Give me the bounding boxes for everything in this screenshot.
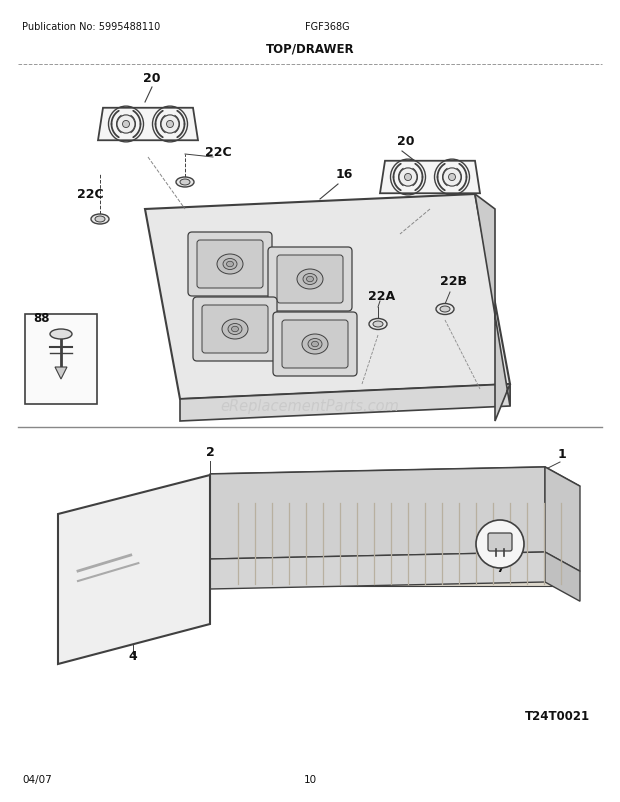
Ellipse shape xyxy=(436,304,454,315)
Text: 04/07: 04/07 xyxy=(22,774,51,784)
FancyBboxPatch shape xyxy=(188,233,272,297)
FancyBboxPatch shape xyxy=(202,306,268,354)
Text: 1: 1 xyxy=(558,448,567,460)
Text: eReplacementParts.com: eReplacementParts.com xyxy=(221,399,399,414)
Ellipse shape xyxy=(399,168,417,187)
Polygon shape xyxy=(58,476,210,664)
Polygon shape xyxy=(475,195,510,422)
Polygon shape xyxy=(545,468,580,572)
Ellipse shape xyxy=(311,342,319,347)
Ellipse shape xyxy=(95,217,105,223)
Ellipse shape xyxy=(117,115,135,134)
Polygon shape xyxy=(210,553,545,589)
Ellipse shape xyxy=(443,168,461,187)
Polygon shape xyxy=(210,468,545,559)
Ellipse shape xyxy=(308,339,322,350)
Text: Publication No: 5995488110: Publication No: 5995488110 xyxy=(22,22,160,32)
FancyBboxPatch shape xyxy=(193,298,277,362)
FancyBboxPatch shape xyxy=(488,533,512,551)
Text: 4: 4 xyxy=(128,649,138,662)
FancyBboxPatch shape xyxy=(25,314,97,404)
Polygon shape xyxy=(180,384,510,422)
Ellipse shape xyxy=(91,215,109,225)
Polygon shape xyxy=(380,161,480,194)
Polygon shape xyxy=(55,367,67,379)
Ellipse shape xyxy=(176,178,194,188)
Polygon shape xyxy=(210,475,245,586)
FancyBboxPatch shape xyxy=(277,256,343,304)
FancyBboxPatch shape xyxy=(197,241,263,289)
Text: TOP/DRAWER: TOP/DRAWER xyxy=(266,43,354,56)
Ellipse shape xyxy=(302,334,328,354)
Ellipse shape xyxy=(306,277,314,282)
Ellipse shape xyxy=(167,121,174,128)
Ellipse shape xyxy=(404,174,412,181)
Ellipse shape xyxy=(226,262,234,267)
Ellipse shape xyxy=(180,180,190,186)
FancyBboxPatch shape xyxy=(268,248,352,312)
Text: 22C: 22C xyxy=(77,188,104,200)
Text: FGF368G: FGF368G xyxy=(305,22,350,32)
Text: 22A: 22A xyxy=(368,290,395,302)
Polygon shape xyxy=(545,553,580,602)
Ellipse shape xyxy=(123,121,130,128)
Text: 22C: 22C xyxy=(205,146,232,159)
Text: T24T0021: T24T0021 xyxy=(525,709,590,722)
Text: 20: 20 xyxy=(397,135,415,148)
Text: 16: 16 xyxy=(336,168,353,180)
Ellipse shape xyxy=(297,269,323,290)
Ellipse shape xyxy=(231,327,239,332)
Ellipse shape xyxy=(223,259,237,270)
Text: 88: 88 xyxy=(33,312,50,325)
Text: 7: 7 xyxy=(496,561,504,574)
Ellipse shape xyxy=(217,255,243,274)
Polygon shape xyxy=(220,501,575,586)
Ellipse shape xyxy=(369,319,387,330)
Ellipse shape xyxy=(303,274,317,286)
Ellipse shape xyxy=(373,322,383,327)
Polygon shape xyxy=(210,468,580,494)
Text: 10: 10 xyxy=(303,774,317,784)
Circle shape xyxy=(476,520,524,569)
Text: 22B: 22B xyxy=(440,274,467,288)
FancyBboxPatch shape xyxy=(282,321,348,369)
Ellipse shape xyxy=(222,320,248,339)
Polygon shape xyxy=(145,195,510,399)
Text: 2: 2 xyxy=(206,445,215,459)
FancyBboxPatch shape xyxy=(273,313,357,376)
Ellipse shape xyxy=(440,306,450,313)
Ellipse shape xyxy=(50,330,72,339)
Ellipse shape xyxy=(228,324,242,335)
Ellipse shape xyxy=(161,115,179,134)
Ellipse shape xyxy=(448,174,456,181)
Polygon shape xyxy=(98,108,198,141)
Text: 20: 20 xyxy=(143,72,161,85)
